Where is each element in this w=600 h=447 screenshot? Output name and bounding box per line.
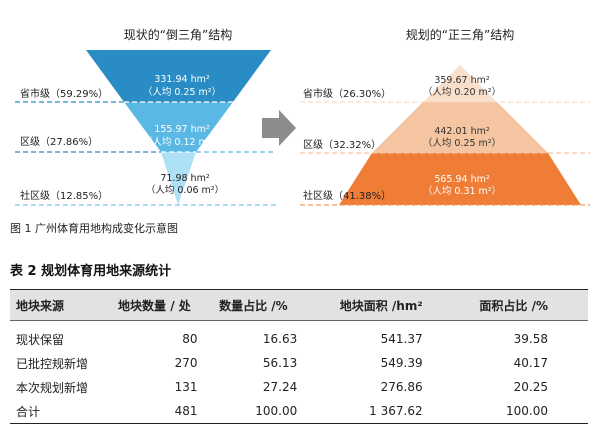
right-tier-area: 359.67 hm² — [434, 75, 490, 86]
table-cell: 56.13 — [262, 356, 298, 370]
right-tier-per-capita: （人均 0.31 m²） — [423, 185, 501, 197]
inverted-triangle — [86, 50, 271, 205]
left-diagram-title: 现状的“倒三角”结构 — [124, 27, 232, 42]
table-row: 本次规划新增 131 27.24 276.86 20.25 — [10, 375, 588, 399]
table-cell: 100.00 — [428, 399, 588, 424]
column-header: 地块面积 /hm² — [303, 289, 429, 321]
table-cell: 1 367.62 — [303, 399, 429, 424]
right-tier-level: 区级（32.32%） — [303, 139, 381, 151]
table-cell: 已批控规新增 — [16, 356, 89, 371]
left-tier-per-capita: （人均 0.12 m²） — [143, 136, 221, 148]
figure-caption: 图 1 广州体育用地构成变化示意图 — [10, 222, 178, 235]
right-tier-area: 442.01 hm² — [434, 126, 490, 137]
table-cell: 270 — [174, 356, 198, 370]
left-tier-area: 71.98 hm² — [160, 173, 209, 184]
pyramid — [339, 65, 581, 205]
table-header-row: 地块来源 地块数量 / 处 数量占比 /% 地块面积 /hm² 面积占比 /% — [10, 289, 588, 321]
table-cell: 40.17 — [513, 356, 548, 370]
left-tier-level: 区级（27.86%） — [20, 136, 98, 148]
inverted-triangle-bottom-tier — [161, 152, 196, 205]
pyramid-top-tier — [423, 65, 497, 102]
left-tier-area: 331.94 hm² — [154, 74, 210, 85]
right-tier-area: 565.94 hm² — [434, 174, 490, 185]
pyramid-bottom-tier — [339, 153, 581, 205]
table-total-row: 合计 481 100.00 1 367.62 100.00 — [10, 399, 588, 424]
table-cell: 39.58 — [513, 332, 548, 346]
table-cell: 现状保留 — [16, 332, 65, 347]
left-tier-per-capita: （人均 0.25 m²） — [143, 86, 221, 98]
right-arrow-icon — [262, 110, 296, 146]
figure-1: 现状的“倒三角”结构 规划的“正三角”结构 省市级（59.29%） 区级（27.… — [0, 0, 600, 215]
table-cell: 549.39 — [380, 356, 423, 370]
left-tier-per-capita: （人均 0.06 m²） — [146, 184, 224, 196]
left-tier-level: 省市级（59.29%） — [20, 87, 108, 100]
table-cell: 481 — [105, 399, 204, 424]
table-cell: 80 — [182, 332, 198, 346]
structure-diagram: 现状的“倒三角”结构 规划的“正三角”结构 省市级（59.29%） 区级（27.… — [15, 27, 590, 206]
right-tier-per-capita: （人均 0.20 m²） — [423, 86, 501, 98]
left-tier-level: 社区级（12.85%） — [20, 189, 108, 202]
right-tier-per-capita: （人均 0.25 m²） — [423, 137, 501, 149]
land-source-table: 地块来源 地块数量 / 处 数量占比 /% 地块面积 /hm² 面积占比 /% … — [10, 289, 588, 424]
left-tier-area: 155.97 hm² — [154, 124, 210, 135]
table-row: 现状保留 80 16.63 541.37 39.58 — [10, 321, 588, 352]
right-tier-level: 省市级（26.30%） — [303, 87, 391, 100]
column-header: 地块来源 — [10, 289, 106, 321]
table-cell: 本次规划新增 — [16, 380, 89, 395]
table-cell: 20.25 — [513, 380, 548, 394]
pyramid-middle-tier — [372, 102, 548, 153]
table-cell: 276.86 — [380, 380, 423, 394]
table-title: 表 2 规划体育用地来源统计 — [10, 264, 172, 279]
right-diagram-title: 规划的“正三角”结构 — [406, 27, 514, 42]
table-cell: 131 — [174, 380, 198, 394]
inverted-triangle-top-tier — [86, 50, 271, 102]
table-cell: 16.63 — [262, 332, 298, 346]
right-tier-level: 社区级（41.38%） — [303, 189, 391, 202]
table-cell: 合计 — [10, 399, 106, 424]
inverted-triangle-middle-tier — [124, 102, 233, 152]
table-cell: 541.37 — [380, 332, 423, 346]
column-header: 面积占比 /% — [428, 289, 588, 321]
table-cell: 100.00 — [203, 399, 304, 424]
column-header: 地块数量 / 处 — [105, 289, 204, 321]
column-header: 数量占比 /% — [203, 289, 304, 321]
table-cell: 27.24 — [262, 380, 298, 394]
table-row: 已批控规新增 270 56.13 549.39 40.17 — [10, 351, 588, 375]
